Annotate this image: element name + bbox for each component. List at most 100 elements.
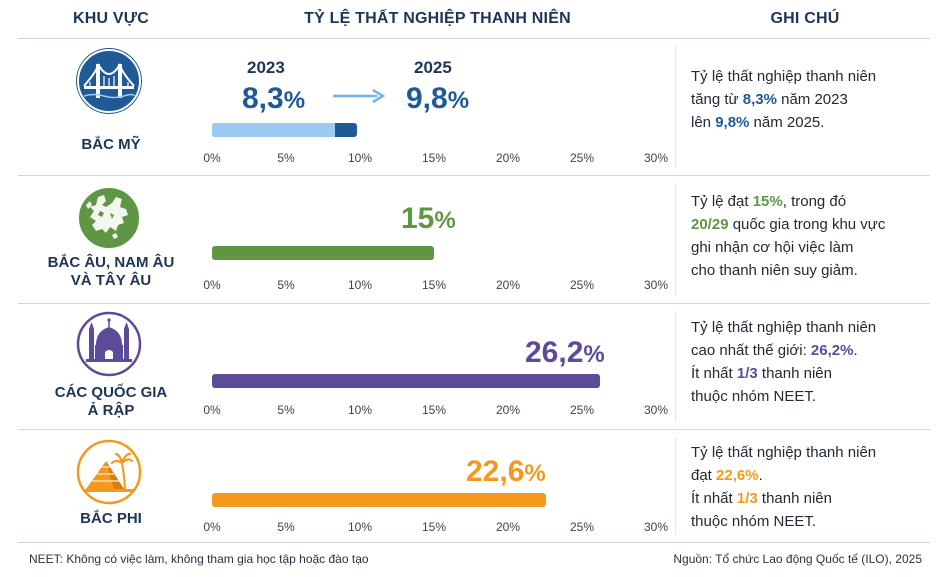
x-tick-label: 25% [569, 278, 595, 292]
column-header-note: GHI CHÚ [770, 10, 840, 27]
note-text: đạt [691, 467, 717, 484]
note-line: thuộc nhóm NEET. [691, 385, 931, 408]
x-tick-label: 5% [277, 520, 295, 534]
x-tick-label: 30% [643, 151, 669, 165]
x-tick-label: 15% [421, 520, 447, 534]
note-text: thanh niên [757, 490, 832, 507]
bar-2023 [212, 123, 335, 137]
row-divider [18, 303, 930, 304]
x-tick-label: 0% [203, 520, 221, 534]
column-divider [675, 437, 676, 535]
x-tick-label: 10% [347, 151, 372, 165]
note-line: đạt 22,6%. [691, 464, 931, 487]
value-2025: 15% [401, 202, 456, 235]
note-highlight: 20/29 [691, 216, 729, 233]
x-tick-label: 15% [421, 151, 447, 165]
x-tick-label: 30% [643, 403, 669, 417]
note-line: Tỷ lệ thất nghiệp thanh niên [691, 65, 931, 88]
value-2025: 22,6% [466, 455, 546, 488]
note-text: Tỷ lệ thất nghiệp thanh niên [691, 68, 877, 85]
note-text: cho thanh niên suy giảm. [691, 262, 858, 279]
bar-2025 [212, 246, 434, 260]
x-tick-label: 20% [495, 151, 520, 165]
note-highlight: 22,6% [716, 467, 759, 484]
bar-track [212, 493, 656, 507]
note-highlight: 15% [752, 193, 783, 210]
x-axis: 0% 5% 10% 15% 20% 25% 30% [203, 520, 668, 536]
note-arab-states: Tỷ lệ thất nghiệp thanh niên cao nhất thế… [691, 316, 931, 408]
note-europe: Tỷ lệ đạt 15%, trong đó 20/29 quốc gia tr… [691, 190, 931, 282]
x-tick-label: 15% [421, 403, 447, 417]
note-text: ghi nhận cơ hội việc làm [691, 239, 854, 256]
note-text: lên [691, 114, 716, 131]
x-tick-label: 25% [569, 151, 595, 165]
note-text: tăng từ [691, 91, 743, 108]
note-line: cao nhất thế giới: 26,2%. [691, 339, 931, 362]
note-north-africa: Tỷ lệ thất nghiệp thanh niên đạt 22,6%. Ít… [691, 441, 931, 533]
x-tick-label: 5% [277, 151, 295, 165]
x-tick-label: 30% [643, 520, 669, 534]
note-text: Tỷ lệ thất nghiệp thanh niên [691, 319, 877, 336]
column-header-region: KHU VỰC [72, 10, 149, 27]
region-name: BẮC ÂU, NAM ÂU VÀ TÂY ÂU [26, 254, 196, 290]
row-europe: BẮC ÂU, NAM ÂU VÀ TÂY ÂU 15% 0% 5% 10% 15% 2… [26, 186, 931, 294]
note-line: ghi nhận cơ hội việc làm [691, 236, 931, 259]
note-text: Tỷ lệ thất nghiệp thanh niên [691, 444, 877, 461]
row-divider [18, 175, 930, 176]
column-divider [675, 46, 676, 168]
footer-source: Nguồn: Tổ chức Lao động Quốc tế (ILO), 2… [673, 552, 922, 566]
x-tick-label: 0% [203, 151, 221, 165]
note-text: . [853, 342, 858, 359]
note-highlight: 1/3 [736, 490, 758, 507]
note-line: Tỷ lệ thất nghiệp thanh niên [691, 441, 931, 464]
x-axis: 0% 5% 10% 15% 20% 25% 30% [203, 278, 668, 294]
bar-2025 [212, 374, 600, 388]
note-line: Ít nhất 1/3 thanh niên [691, 487, 931, 510]
golden-gate-bridge-icon [76, 48, 142, 114]
region-name-line: BẮC PHI [80, 510, 142, 527]
column-divider [675, 311, 676, 422]
header-divider [18, 38, 930, 39]
x-tick-label: 20% [495, 520, 520, 534]
note-line: Tỷ lệ thất nghiệp thanh niên [691, 316, 931, 339]
row-divider [18, 429, 930, 430]
note-highlight: 1/3 [736, 365, 758, 382]
region-name-line: Ả RẬP [87, 402, 135, 419]
x-tick-label: 25% [569, 520, 595, 534]
note-north-america: Tỷ lệ thất nghiệp thanh niên tăng từ 8,3%… [691, 65, 931, 134]
column-divider [675, 183, 676, 296]
region-name-line: BẮC MỸ [81, 136, 141, 153]
x-tick-label: 15% [421, 278, 447, 292]
note-line: Tỷ lệ đạt 15%, trong đó [691, 190, 931, 213]
bar-2025 [212, 493, 547, 507]
note-text: thuộc nhóm NEET. [691, 513, 817, 530]
bar-track [212, 246, 656, 260]
column-header-rate: TỶ LỆ THẤT NGHIỆP THANH NIÊN [304, 10, 571, 27]
note-text: Tỷ lệ đạt [691, 193, 753, 210]
note-line: thuộc nhóm NEET. [691, 510, 931, 533]
note-text: năm 2023 [776, 91, 848, 108]
note-text: Ít nhất [691, 490, 737, 507]
x-axis: 0% 5% 10% 15% 20% 25% 30% [203, 151, 668, 167]
note-line: Ít nhất 1/3 thanh niên [691, 362, 931, 385]
region-name: BẮC MỸ [26, 136, 196, 154]
note-line: lên 9,8% năm 2025. [691, 111, 931, 134]
x-tick-label: 0% [203, 403, 221, 417]
year-2023-label: 2023 [247, 58, 285, 77]
row-north-america: BẮC MỸ 2023 8,3% 2025 9,8% 0% 5% 10% 15% 20%… [0, 0, 948, 175]
note-line: 20/29 quốc gia trong khu vực [691, 213, 931, 236]
bar-track [212, 374, 656, 388]
note-text: . [758, 467, 763, 484]
note-highlight: 8,3% [742, 91, 777, 108]
region-name-line: VÀ TÂY ÂU [70, 272, 152, 289]
footer-divider [18, 542, 930, 543]
x-tick-label: 10% [347, 278, 372, 292]
x-tick-label: 20% [495, 278, 520, 292]
note-text: năm 2025. [749, 114, 825, 131]
note-text: , trong đó [782, 193, 847, 210]
x-tick-label: 5% [277, 403, 295, 417]
value-2025: 9,8% [406, 82, 470, 115]
row-north-africa: BẮC PHI 22,6% 0% 5% 10% 15% 20% 25% 30% Tỷ lệ … [76, 439, 931, 536]
row-arab-states: CÁC QUỐC GIA Ả RẬP 26,2% 0% 5% 10% 15% 20% 25… [55, 311, 931, 419]
note-highlight: 9,8% [715, 114, 750, 131]
